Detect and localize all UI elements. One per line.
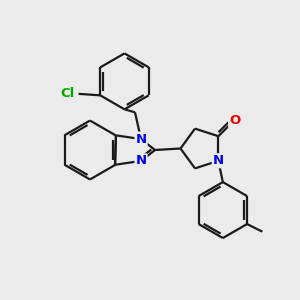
Text: O: O <box>229 114 240 127</box>
Text: Cl: Cl <box>61 87 75 100</box>
Text: N: N <box>135 154 147 167</box>
Text: N: N <box>213 154 224 167</box>
Text: N: N <box>135 133 147 146</box>
